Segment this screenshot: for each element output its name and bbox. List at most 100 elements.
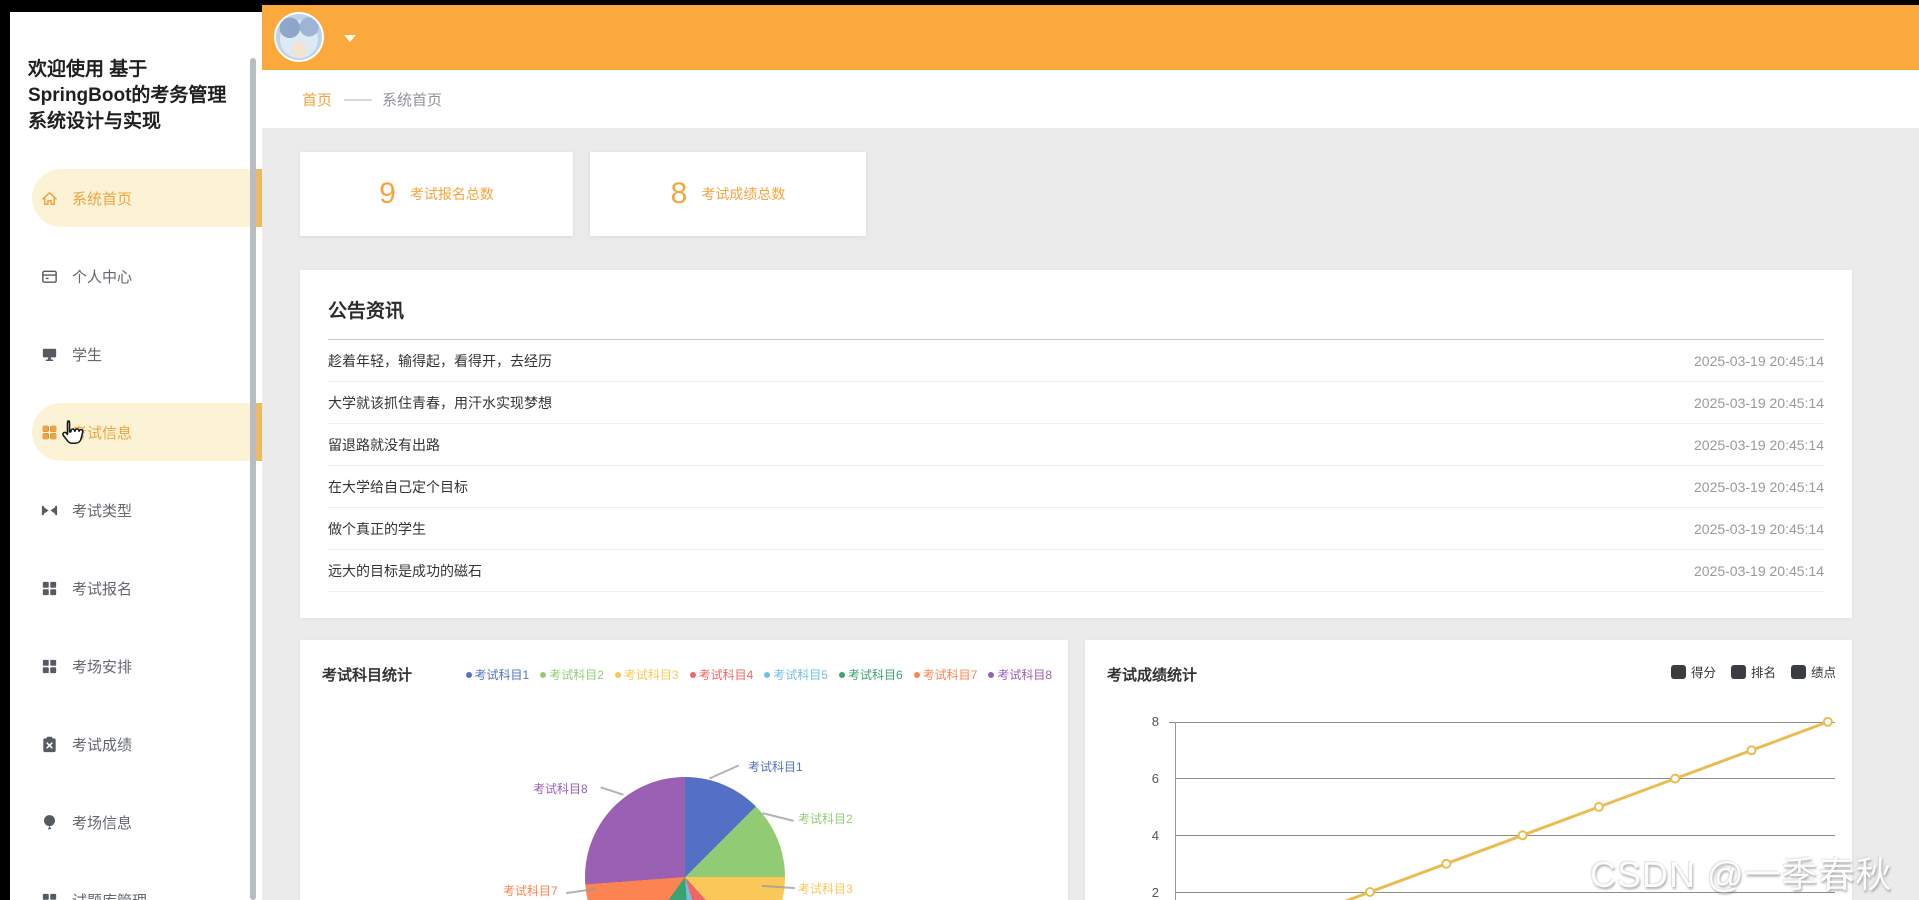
line-chart — [1344, 716, 1833, 900]
breadcrumb-home-link[interactable]: 首页 — [302, 91, 333, 109]
stat-card-exam-score-total: 8 考试成绩总数 — [590, 152, 866, 236]
sidebar-item-label: 考试信息 — [72, 424, 133, 442]
notice-text: 在大学给自己定个目标 — [328, 478, 468, 495]
sidebar-item-personal-center[interactable]: 个人中心 — [10, 247, 262, 305]
grid-icon — [40, 657, 59, 676]
sidebar-item-system-home[interactable]: 系统首页 — [32, 169, 262, 227]
legend-item[interactable]: 考试科目8 — [988, 666, 1052, 683]
sidebar-item-exam-registration[interactable]: 考试报名 — [10, 559, 262, 617]
sidebar-item-exam-type[interactable]: 考试类型 — [10, 481, 262, 539]
legend-marker — [1790, 664, 1806, 679]
notice-time: 2025-03-19 20:45:14 — [1694, 394, 1824, 411]
notice-text: 大学就该抓住青春，用汗水实现梦想 — [328, 394, 552, 411]
mouse-cursor-hand — [62, 420, 84, 445]
pie-legend: 考试科目1 考试科目2 考试科目3 考试科目4 考试科目5 考试科目6 考试科目… — [465, 666, 1052, 683]
balloon-icon — [40, 813, 59, 832]
gridline — [1175, 778, 1835, 779]
legend-item[interactable]: 得分 — [1670, 662, 1716, 681]
grid-icon — [40, 891, 59, 900]
pie-chart-panel: 考试科目统计 考试科目1 考试科目2 考试科目3 考试科目4 考试科目5 考试科… — [300, 640, 1068, 900]
notice-row[interactable]: 做个真正的学生 2025-03-19 20:45:14 — [328, 508, 1824, 550]
sidebar-scrollbar[interactable] — [250, 58, 256, 900]
pie-callout-label: 考试科目1 — [748, 760, 803, 774]
legend-item[interactable]: 考试科目4 — [689, 666, 753, 683]
legend-item[interactable]: 考试科目3 — [614, 666, 679, 683]
notice-text: 趁着年轻，输得起，看得开，去经历 — [328, 352, 552, 369]
gridline — [1175, 835, 1835, 836]
legend-marker — [1730, 664, 1746, 679]
sidebar-title: 欢迎使用 基于 SpringBoot的考务管理 系统设计与实现 — [28, 57, 242, 135]
y-axis-tick: 4 — [1151, 828, 1159, 843]
notice-time: 2025-03-19 20:45:14 — [1694, 562, 1824, 579]
legend-dot — [540, 671, 547, 678]
legend-dot — [988, 671, 995, 678]
sidebar-item-exam-room-arrangement[interactable]: 考场安排 — [10, 637, 262, 695]
y-axis-tick: 8 — [1151, 714, 1159, 729]
sidebar-item-label: 考试成绩 — [72, 736, 133, 754]
breadcrumb: 首页 —— 系统首页 — [262, 70, 1919, 128]
sidebar-item-label: 系统首页 — [72, 190, 133, 208]
sidebar-item-label: 考场信息 — [72, 814, 133, 832]
pie-callout-label: 考试科目2 — [798, 812, 853, 826]
sidebar-item-label: 学生 — [72, 346, 103, 364]
notice-panel: 公告资讯 趁着年轻，输得起，看得开，去经历 2025-03-19 20:45:1… — [300, 270, 1852, 618]
line-chart-title: 考试成绩统计 — [1107, 667, 1198, 684]
breadcrumb-separator: —— — [344, 90, 372, 108]
bowtie-icon — [40, 501, 59, 520]
sidebar-item-question-bank[interactable]: 试题库管理 — [10, 871, 262, 900]
csdn-watermark: CSDN @一季春秋 — [1590, 854, 1893, 895]
notice-row[interactable]: 留退路就没有出路 2025-03-19 20:45:14 — [328, 424, 1824, 466]
legend-dot — [465, 671, 472, 678]
legend-dot — [764, 671, 771, 678]
stat-label: 考试报名总数 — [409, 186, 494, 202]
monitor-icon — [40, 345, 59, 364]
notice-time: 2025-03-19 20:45:14 — [1694, 352, 1824, 369]
sidebar-item-label: 试题库管理 — [72, 890, 147, 900]
legend-dot — [913, 671, 920, 678]
sidebar-item-exam-room-info[interactable]: 考场信息 — [10, 793, 262, 851]
sidebar-item-student[interactable]: 学生 — [10, 325, 262, 383]
notice-time: 2025-03-19 20:45:14 — [1694, 436, 1824, 453]
legend-item[interactable]: 考试科目1 — [465, 666, 529, 683]
grid-icon — [40, 423, 59, 442]
legend-item[interactable]: 考试科目7 — [913, 666, 977, 683]
legend-item[interactable]: 考试科目6 — [838, 666, 903, 683]
legend-item[interactable]: 考试科目5 — [764, 666, 828, 683]
notice-row[interactable]: 趁着年轻，输得起，看得开，去经历 2025-03-19 20:45:14 — [328, 340, 1824, 382]
pie-callout-line — [708, 764, 740, 780]
gridline — [1175, 892, 1835, 893]
pie-chart — [585, 777, 785, 900]
stat-label: 考试成绩总数 — [701, 186, 786, 202]
sidebar-item-label: 考场安排 — [72, 658, 133, 676]
clipboard-x-icon — [40, 735, 59, 754]
notice-text: 远大的目标是成功的磁石 — [328, 562, 482, 579]
legend-item[interactable]: 考试科目2 — [540, 666, 604, 683]
notice-time: 2025-03-19 20:45:14 — [1694, 478, 1824, 495]
stat-value: 9 — [379, 177, 396, 210]
sidebar-item-label: 考试类型 — [72, 502, 133, 520]
pie-callout-line — [600, 786, 624, 796]
sidebar-item-exam-scores[interactable]: 考试成绩 — [10, 715, 262, 773]
notice-text: 留退路就没有出路 — [328, 436, 440, 453]
notice-row[interactable]: 大学就该抓住青春，用汗水实现梦想 2025-03-19 20:45:14 — [328, 382, 1824, 424]
sidebar-item-label: 考试报名 — [72, 580, 133, 598]
sidebar-title-line: SpringBoot的考务管理 — [28, 85, 227, 106]
legend-dot — [689, 671, 696, 678]
stat-value: 8 — [670, 177, 688, 210]
legend-dot — [614, 671, 621, 678]
main-content: 9 考试报名总数 8 考试成绩总数 公告资讯 趁着年轻，输得起，看得开，去经历 … — [262, 128, 1919, 900]
notice-text: 做个真正的学生 — [328, 520, 426, 537]
active-indicator-bar — [256, 169, 262, 227]
user-avatar[interactable] — [274, 12, 324, 62]
legend-item[interactable]: 排名 — [1730, 662, 1776, 681]
pie-callout-label: 考试科目8 — [533, 782, 588, 796]
active-indicator-bar — [256, 403, 262, 461]
notice-row[interactable]: 在大学给自己定个目标 2025-03-19 20:45:14 — [328, 466, 1824, 508]
line-chart-panel: 考试成绩统计 得分 排名 绩点 8 6 4 2 — [1085, 640, 1852, 900]
legend-item[interactable]: 绩点 — [1790, 662, 1836, 681]
notice-row[interactable]: 远大的目标是成功的磁石 2025-03-19 20:45:14 — [328, 550, 1824, 592]
chevron-down-icon[interactable] — [344, 35, 356, 42]
top-header-bar — [262, 5, 1919, 70]
gridline — [1175, 722, 1835, 723]
